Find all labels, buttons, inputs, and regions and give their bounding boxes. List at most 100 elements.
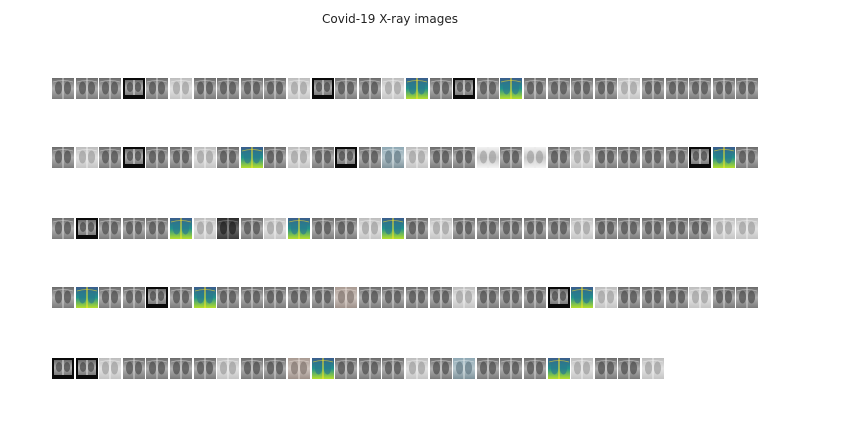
xray-thumbnail: [429, 218, 452, 239]
xray-thumbnail: [146, 78, 169, 99]
xray-thumbnail: [99, 358, 122, 379]
xray-thumbnail: [75, 287, 98, 308]
xray-thumbnail: [547, 78, 570, 99]
xray-thumbnail: [736, 147, 759, 168]
xray-thumbnail: [335, 147, 358, 168]
xray-thumbnail: [288, 147, 310, 168]
xray-thumbnail: [571, 147, 594, 168]
xray-thumbnail: [358, 78, 381, 99]
xray-thumbnail: [170, 147, 192, 168]
xray-thumbnail: [547, 287, 570, 308]
xray-thumbnail: [736, 287, 759, 308]
xray-thumbnail: [146, 358, 169, 379]
xray-thumbnail: [406, 287, 428, 308]
xray-thumbnail: [122, 287, 145, 308]
xray-thumbnail: [594, 78, 617, 99]
xray-thumbnail: [642, 147, 664, 168]
xray-thumbnail: [547, 147, 570, 168]
xray-thumbnail: [52, 218, 74, 239]
xray-thumbnail: [476, 218, 499, 239]
xray-thumbnail: [736, 218, 759, 239]
xray-thumbnail: [240, 78, 263, 99]
xray-thumbnail: [594, 147, 617, 168]
xray-thumbnail: [122, 147, 145, 168]
xray-thumbnail: [382, 147, 405, 168]
xray-thumbnail: [170, 358, 192, 379]
xray-thumbnail: [500, 147, 523, 168]
xray-thumbnail: [288, 358, 310, 379]
xray-thumbnail: [335, 218, 358, 239]
xray-thumbnail: [288, 287, 310, 308]
xray-thumbnail: [311, 358, 334, 379]
xray-thumbnail: [99, 287, 122, 308]
xray-thumbnail: [52, 358, 74, 379]
xray-thumbnail: [500, 287, 523, 308]
xray-thumbnail: [240, 358, 263, 379]
xray-thumbnail: [217, 147, 240, 168]
xray-thumbnail: [75, 218, 98, 239]
xray-thumbnail: [429, 287, 452, 308]
xray-thumbnail: [99, 218, 122, 239]
xray-thumbnail: [453, 287, 476, 308]
xray-thumbnail: [476, 78, 499, 99]
xray-thumbnail: [264, 147, 287, 168]
xray-thumbnail: [476, 287, 499, 308]
figure-title: Covid-19 X-ray images: [322, 12, 458, 26]
xray-thumbnail: [193, 358, 216, 379]
xray-thumbnail: [429, 78, 452, 99]
xray-thumbnail: [217, 287, 240, 308]
xray-thumbnail: [193, 78, 216, 99]
xray-thumbnail: [75, 147, 98, 168]
xray-thumbnail: [712, 287, 735, 308]
xray-thumbnail: [500, 218, 523, 239]
xray-thumbnail: [99, 78, 122, 99]
xray-thumbnail: [618, 287, 641, 308]
xray-thumbnail: [642, 78, 664, 99]
xray-thumbnail: [571, 218, 594, 239]
xray-thumbnail: [122, 78, 145, 99]
xray-thumbnail: [712, 147, 735, 168]
xray-thumbnail: [122, 218, 145, 239]
xray-thumbnail: [240, 147, 263, 168]
xray-thumbnail: [618, 218, 641, 239]
xray-thumbnail: [382, 218, 405, 239]
xray-thumbnail: [193, 147, 216, 168]
xray-thumbnail: [311, 78, 334, 99]
xray-thumbnail: [642, 218, 664, 239]
xray-thumbnail: [99, 147, 122, 168]
xray-thumbnail: [217, 358, 240, 379]
xray-thumbnail: [146, 287, 169, 308]
xray-thumbnail: [52, 78, 74, 99]
xray-thumbnail: [571, 78, 594, 99]
xray-thumbnail: [594, 287, 617, 308]
xray-thumbnail: [665, 218, 688, 239]
xray-thumbnail: [52, 287, 74, 308]
xray-thumbnail: [264, 287, 287, 308]
xray-thumbnail: [571, 287, 594, 308]
xray-thumbnail: [358, 358, 381, 379]
xray-thumbnail: [335, 287, 358, 308]
xray-thumbnail: [524, 358, 546, 379]
xray-thumbnail: [547, 218, 570, 239]
xray-thumbnail: [264, 358, 287, 379]
xray-thumbnail: [594, 218, 617, 239]
xray-thumbnail: [170, 287, 192, 308]
xray-thumbnail: [311, 147, 334, 168]
xray-thumbnail: [406, 218, 428, 239]
xray-thumbnail: [547, 358, 570, 379]
xray-thumbnail: [264, 78, 287, 99]
xray-thumbnail: [500, 358, 523, 379]
xray-thumbnail: [406, 147, 428, 168]
xray-thumbnail: [311, 287, 334, 308]
xray-thumbnail: [689, 287, 712, 308]
xray-thumbnail: [382, 358, 405, 379]
xray-thumbnail: [358, 218, 381, 239]
xray-thumbnail: [689, 147, 712, 168]
xray-thumbnail: [335, 78, 358, 99]
xray-thumbnail: [453, 358, 476, 379]
xray-thumbnail: [453, 78, 476, 99]
xray-thumbnail: [146, 147, 169, 168]
xray-thumbnail: [288, 218, 310, 239]
xray-thumbnail: [382, 287, 405, 308]
